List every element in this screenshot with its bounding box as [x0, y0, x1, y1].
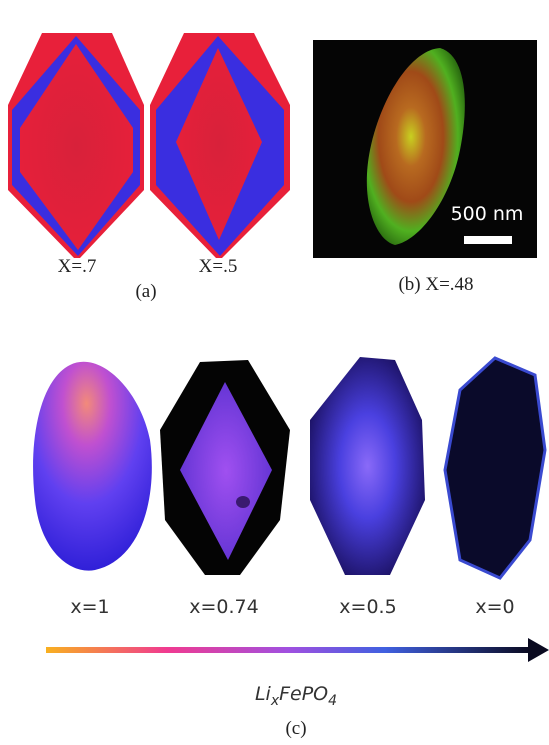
arrow-head: [528, 638, 549, 662]
gradient-arrow: [46, 647, 530, 653]
label: x=0: [475, 596, 514, 618]
figure: X=.7 X=.5 (a) 500 nm (b) X=.48 x=1 x=0.7…: [0, 0, 549, 745]
crystal-c1: [33, 362, 152, 571]
label: x=1: [70, 596, 109, 618]
label: X=.7: [58, 256, 97, 277]
crystal-a2: [150, 33, 290, 258]
scale-bar: [464, 236, 512, 244]
formula: LixFePO4: [255, 683, 337, 709]
label: x=0.74: [189, 596, 258, 618]
caption: (b) X=.48: [398, 274, 473, 295]
scale-label: 500 nm: [451, 203, 524, 225]
formula-sub: 4: [328, 693, 337, 709]
caption: (a): [135, 281, 156, 302]
formula-part: FePO: [279, 683, 328, 705]
label: x=0.5: [339, 596, 396, 618]
formula-part: Li: [255, 683, 272, 705]
crystal-c3: [310, 357, 425, 575]
spot: [236, 496, 250, 508]
caption: (c): [285, 718, 306, 739]
label: X=.5: [199, 256, 238, 277]
crystal-a1: [8, 33, 144, 258]
crystal-c4: [445, 358, 545, 578]
